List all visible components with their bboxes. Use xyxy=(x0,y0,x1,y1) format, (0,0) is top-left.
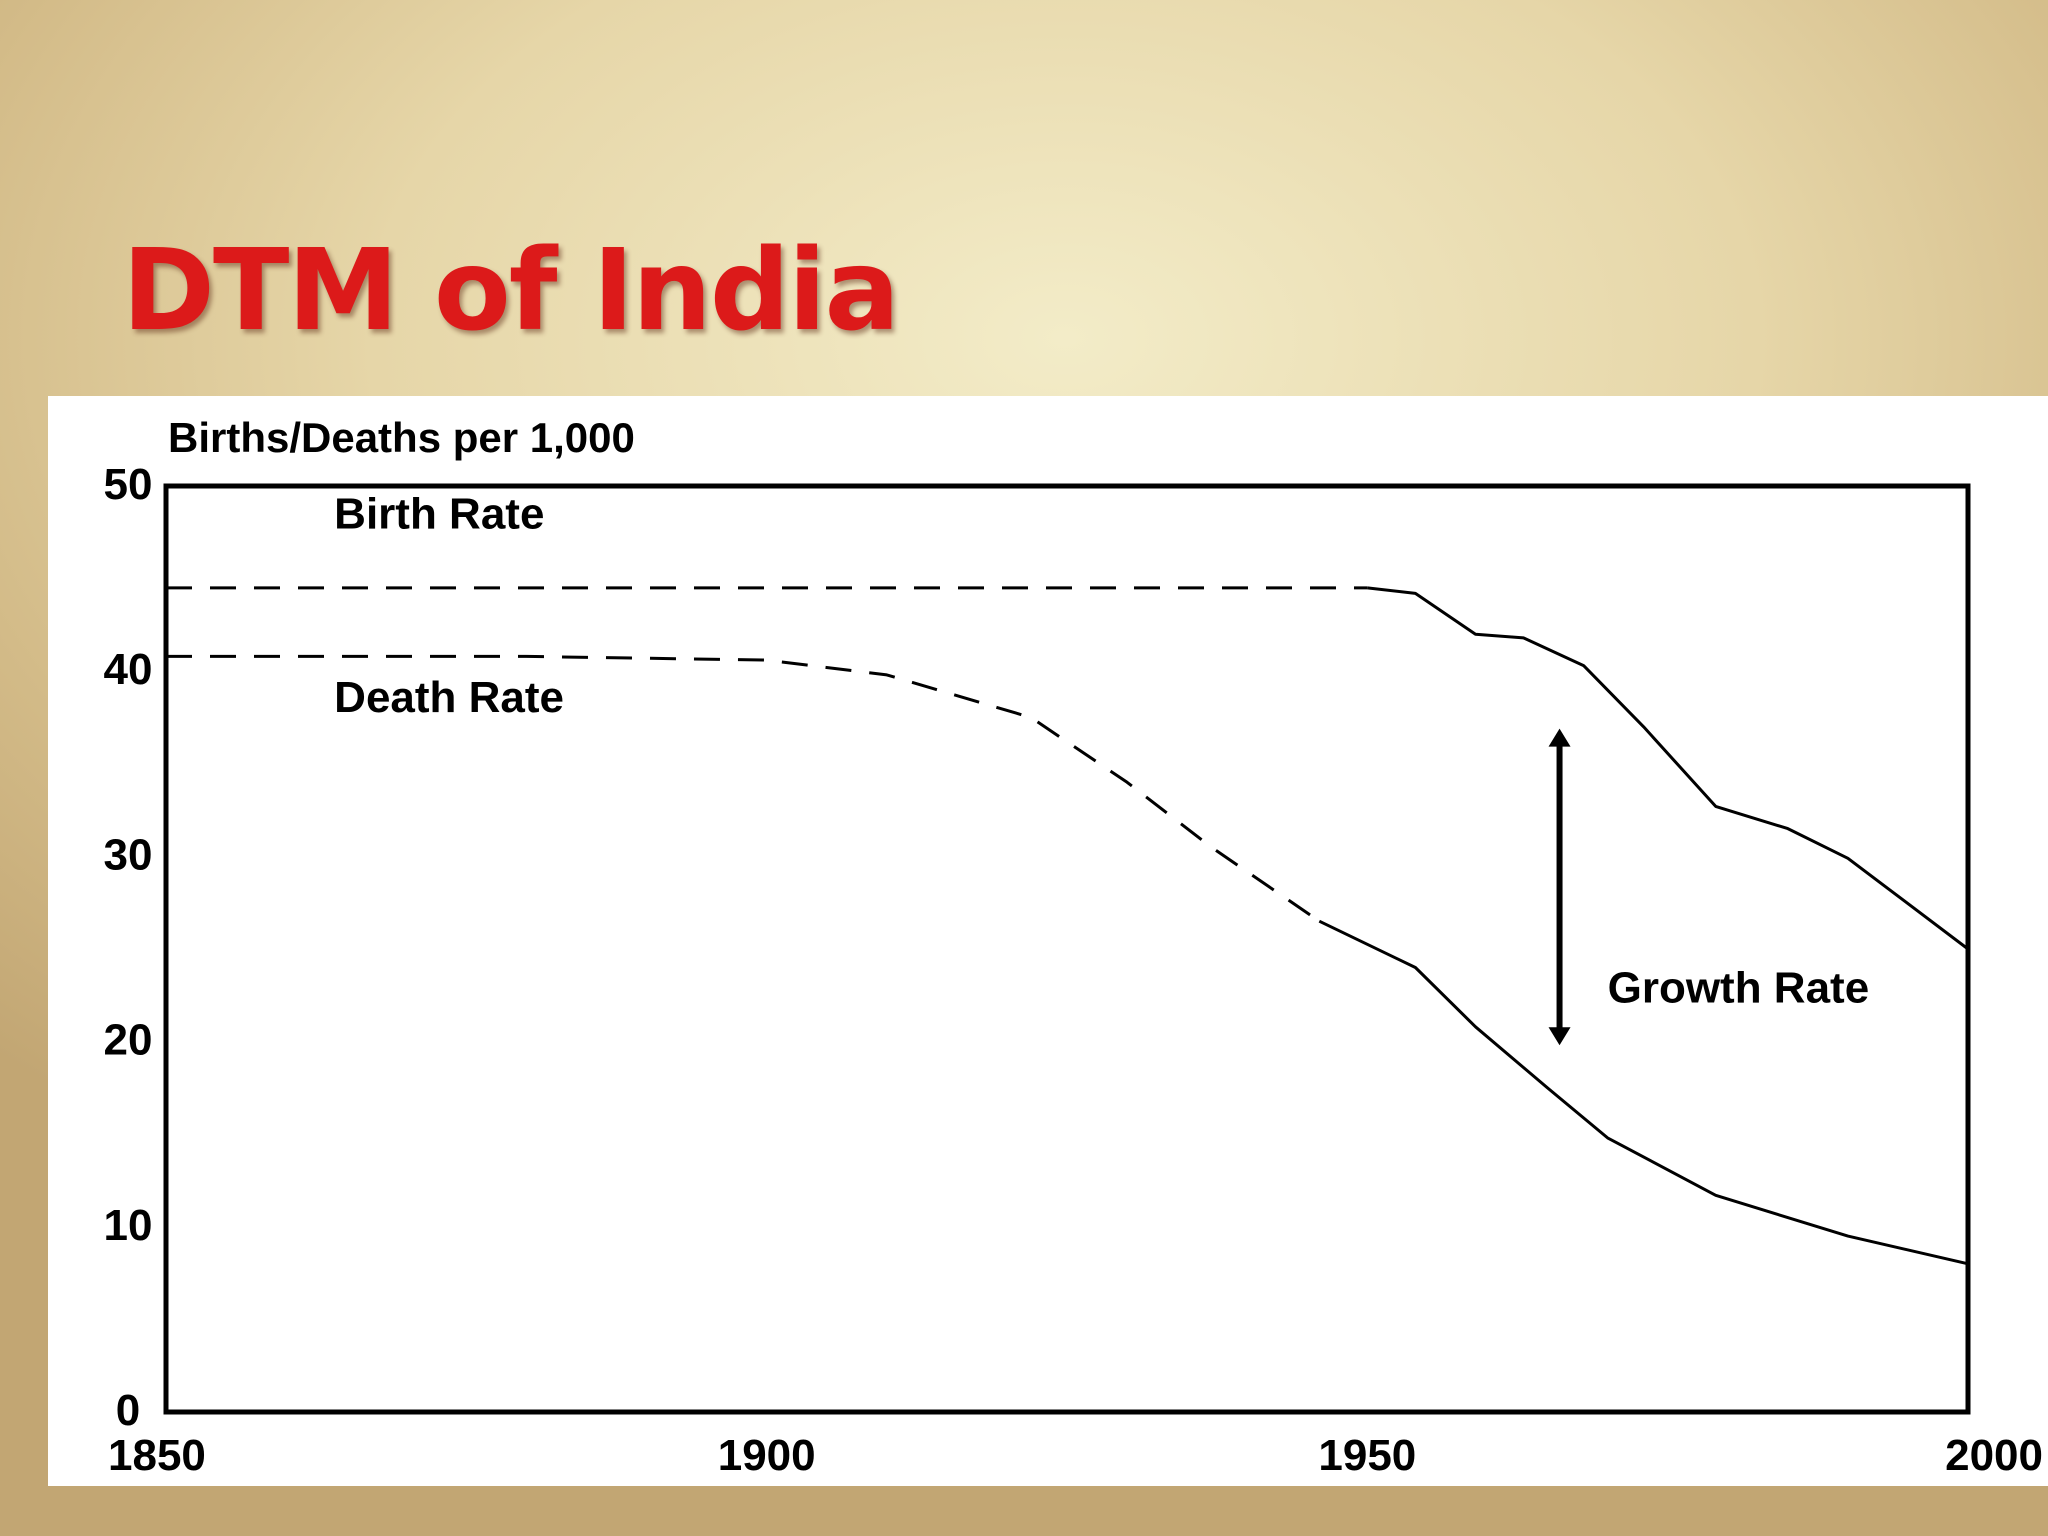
y-tick-label: 10 xyxy=(104,1201,153,1250)
growth-rate-label: Growth Rate xyxy=(1608,964,1870,1013)
death-rate-line xyxy=(1318,919,1969,1266)
x-tick-label: 2000 xyxy=(1945,1431,2043,1480)
birth-rate-line xyxy=(1367,586,1969,951)
plot-frame xyxy=(163,483,1971,1415)
growth-rate-arrowhead-top xyxy=(1548,728,1571,747)
y-tick-label: 0 xyxy=(116,1386,140,1435)
slide-title: DTM of India xyxy=(122,226,900,356)
growth-rate-arrowhead-bottom xyxy=(1548,1027,1571,1046)
death-rate-label: Death Rate xyxy=(334,673,564,722)
y-axis-label: Births/Deaths per 1,000 xyxy=(168,414,635,461)
death-rate-dashed-line xyxy=(166,654,1321,923)
birth-rate-label: Birth Rate xyxy=(334,490,544,539)
x-tick-label: 1850 xyxy=(108,1431,206,1480)
x-tick-label: 1950 xyxy=(1318,1431,1416,1480)
dtm-line-chart: Births/Deaths per 1,000 0 10 20 30 40 50 1850… xyxy=(104,414,2043,1480)
chart-panel: Births/Deaths per 1,000 0 10 20 30 40 50 1850… xyxy=(48,396,2048,1486)
y-tick-label: 30 xyxy=(104,830,153,879)
y-tick-label: 40 xyxy=(104,645,153,694)
x-tick-label: 1900 xyxy=(718,1431,816,1480)
y-tick-label: 20 xyxy=(104,1016,153,1065)
y-tick-labels: 0 10 20 30 40 50 xyxy=(104,460,153,1435)
series-layer xyxy=(166,586,1969,1266)
x-tick-labels: 1850 1900 1950 2000 xyxy=(108,1431,2043,1480)
y-tick-label: 50 xyxy=(104,460,153,509)
annotation-layer: Birth Rate Death Rate Growth Rate xyxy=(334,490,1869,1046)
